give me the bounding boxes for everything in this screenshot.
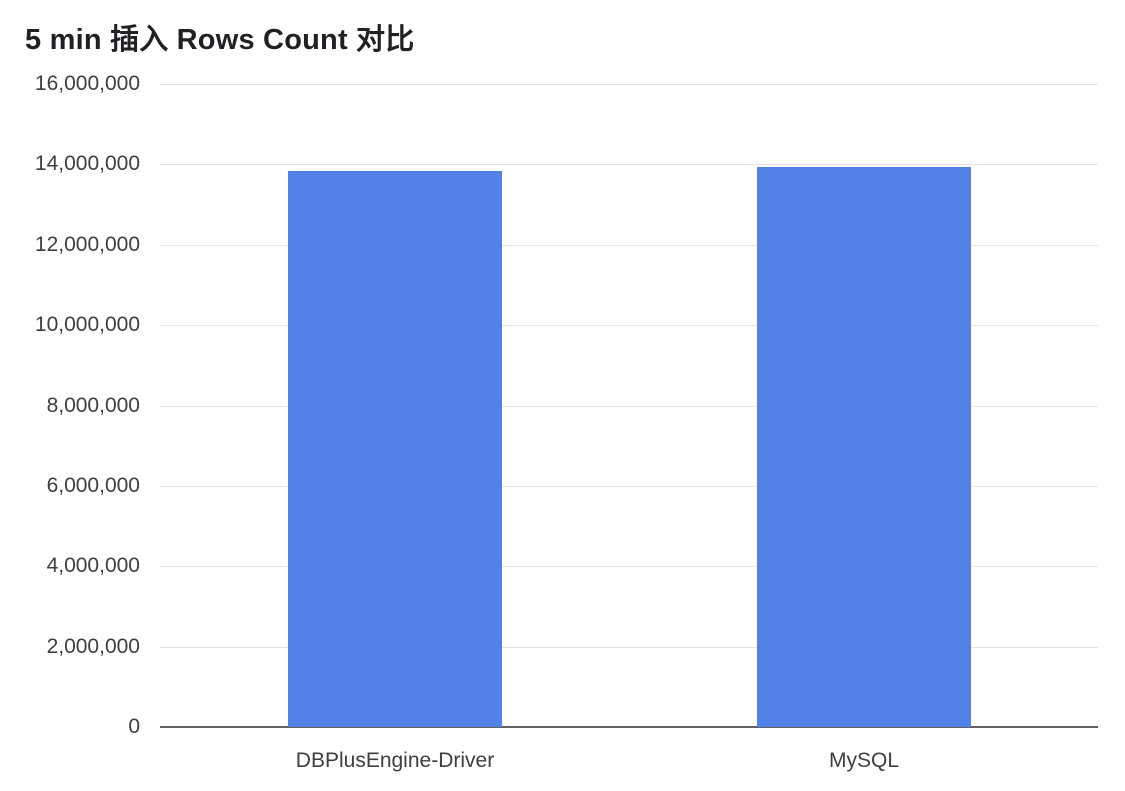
gridline	[160, 485, 1098, 487]
y-tick-label: 14,000,000	[34, 152, 140, 176]
y-tick-label: 6,000,000	[46, 473, 140, 497]
y-tick-label: 0	[128, 715, 140, 738]
gridline	[160, 244, 1098, 246]
y-tick-label: 10,000,000	[34, 313, 140, 337]
chart-title: 5 min 插入 Rows Count 对比	[25, 24, 415, 56]
x-axis-line	[160, 726, 1098, 728]
plot-area	[160, 84, 1098, 728]
gridline	[160, 405, 1098, 407]
gridline	[160, 164, 1098, 166]
x-tick-label: MySQL	[828, 749, 899, 772]
gridline	[160, 84, 1098, 85]
gridline	[160, 566, 1098, 568]
gridline	[160, 325, 1098, 327]
y-tick-label: 16,000,000	[34, 72, 140, 95]
bar-MySQL	[757, 167, 971, 727]
y-tick-label: 8,000,000	[46, 393, 140, 417]
bar-DBPlusEngine-Driver	[288, 171, 502, 727]
y-tick-label: 2,000,000	[46, 634, 140, 658]
gridline	[160, 646, 1098, 648]
y-tick-label: 12,000,000	[34, 232, 140, 256]
y-tick-label: 4,000,000	[46, 554, 140, 578]
x-tick-label: DBPlusEngine-Driver	[295, 749, 495, 772]
